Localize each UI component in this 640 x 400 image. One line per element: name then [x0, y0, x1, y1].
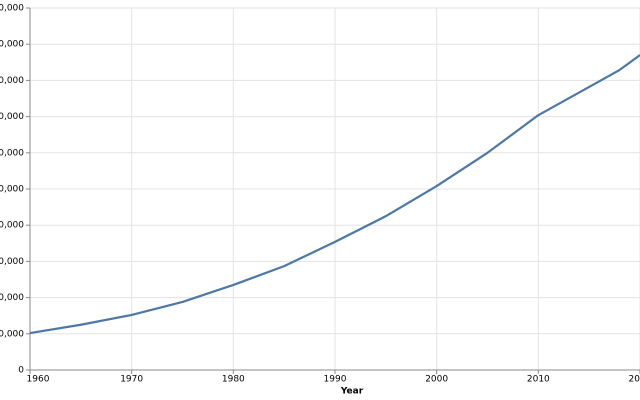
y-tick-label: 800,000	[0, 76, 24, 86]
x-tick-label: 2010	[527, 375, 550, 385]
y-tick-label: 400,000	[0, 221, 24, 231]
y-tick-label: 700,000	[0, 112, 24, 122]
y-tick-label: 1,000,000	[0, 4, 24, 14]
line	[29, 54, 640, 335]
x-tick-label: 1980	[222, 375, 245, 385]
x-tick-label: 2020	[629, 375, 640, 385]
x-tick-label: 1990	[324, 375, 347, 385]
y-tick-label: 500,000	[0, 185, 24, 195]
y-tick-label: 600,000	[0, 148, 24, 158]
x-tick-label: 1970	[120, 375, 143, 385]
x-tick-label: 1960	[27, 375, 50, 385]
y-tick-label: 0	[18, 366, 24, 376]
y-tick-label: 100,000	[0, 329, 24, 339]
y-tick-label: 900,000	[0, 40, 24, 50]
y-tick-label: 300,000	[0, 257, 24, 267]
x-tick-label: 2000	[425, 375, 448, 385]
x-axis-title: Year	[340, 387, 364, 397]
y-tick-label: 200,000	[0, 293, 24, 303]
